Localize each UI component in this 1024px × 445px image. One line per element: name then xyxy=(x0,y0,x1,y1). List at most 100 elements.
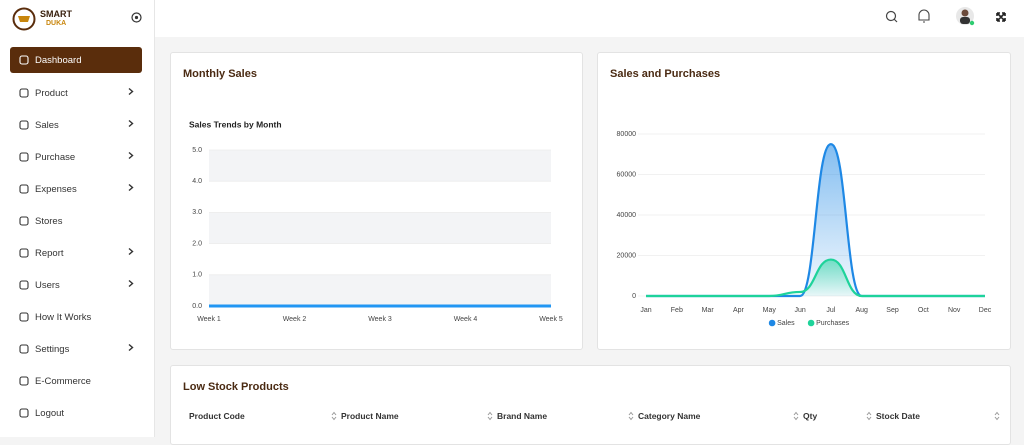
menu-icon xyxy=(19,312,29,322)
chevron xyxy=(128,343,134,355)
y-tick-label: 2.0 xyxy=(192,240,202,247)
menu-icon xyxy=(19,248,29,258)
x-tick-label: Mar xyxy=(702,307,715,314)
brand-name: SMART DUKA xyxy=(40,10,72,28)
menu-icon xyxy=(19,408,29,418)
column-label: Stock Date xyxy=(876,411,920,421)
x-tick-label: Week 3 xyxy=(368,316,392,323)
chevron xyxy=(128,183,134,195)
menu-item[interactable]: E-Commerce xyxy=(0,365,154,397)
brand-line: DUKA xyxy=(46,20,67,27)
menu-item[interactable]: Expenses xyxy=(0,173,154,205)
menu-icon xyxy=(19,280,29,290)
line xyxy=(646,258,985,298)
menu-label: Users xyxy=(35,279,60,291)
fullscreen-icon[interactable] xyxy=(996,12,1006,22)
sidebar: SMART DUKA Dashboard Product Sales Purchase E… xyxy=(0,0,155,437)
menu-item[interactable]: Sales xyxy=(0,109,154,141)
card-title: Sales and Purchases xyxy=(610,68,721,80)
menu-label: How It Works xyxy=(35,311,92,323)
card-title: Low Stock Products xyxy=(183,381,289,393)
brand-line: SMART xyxy=(40,9,72,19)
x-tick-label: Aug xyxy=(855,307,868,314)
column-header[interactable]: Product Name xyxy=(335,408,493,424)
column-header[interactable]: Product Code xyxy=(183,408,337,424)
table: Product Code Product Name Brand Name Catego… xyxy=(183,408,1000,424)
menu-icon xyxy=(19,376,29,386)
menu-icon xyxy=(19,344,29,354)
menu-item[interactable]: Users xyxy=(0,269,154,301)
menu-label: E-Commerce xyxy=(35,375,91,387)
column-header[interactable]: Category Name xyxy=(632,408,799,424)
avatar[interactable] xyxy=(956,7,975,26)
x-tick-label: Jun xyxy=(794,307,805,314)
card: Sales and Purchases 0 20000 40000 60000 8000… xyxy=(597,52,1011,350)
legend-label: Purchases xyxy=(816,320,850,327)
y-tick-label: 3.0 xyxy=(192,209,202,216)
menu-label: Sales xyxy=(35,119,59,131)
legend-label: Sales xyxy=(777,320,795,327)
menu: Dashboard Product Sales Purchase Expenses Sto… xyxy=(0,47,154,429)
chevron xyxy=(128,151,134,163)
chevron xyxy=(128,247,134,259)
column-header[interactable]: Stock Date xyxy=(870,408,1000,424)
card-title: Monthly Sales xyxy=(183,68,257,80)
x-tick-label: Apr xyxy=(733,307,745,314)
table-header: Product Code Product Name Brand Name Catego… xyxy=(183,408,1000,424)
grid-band xyxy=(209,150,551,182)
column-header[interactable]: Brand Name xyxy=(491,408,634,424)
menu-item[interactable]: Dashboard xyxy=(10,47,142,73)
chevron xyxy=(128,119,134,131)
menu-item[interactable]: How It Works xyxy=(0,301,154,333)
toggle-icon[interactable] xyxy=(131,12,142,23)
menu-icon xyxy=(19,120,29,130)
notification-icon[interactable] xyxy=(918,9,930,23)
column-header[interactable]: Qty xyxy=(797,408,872,424)
grid-band xyxy=(209,274,551,306)
menu-icon xyxy=(19,88,29,98)
x-tick-label: Week 2 xyxy=(283,316,307,323)
menu-item[interactable]: Purchase xyxy=(0,141,154,173)
column-label: Brand Name xyxy=(497,411,548,421)
menu-item[interactable]: Logout xyxy=(0,397,154,429)
y-tick-label: 20000 xyxy=(617,252,637,259)
chart-title: Sales Trends by Month xyxy=(189,119,282,129)
menu-label: Dashboard xyxy=(35,54,82,66)
y-tick-label: 5.0 xyxy=(192,147,202,154)
y-tick-label: 4.0 xyxy=(192,178,202,185)
header-icons xyxy=(885,7,1006,26)
y-tick-label: 40000 xyxy=(617,212,637,219)
x-tick-label: Dec xyxy=(979,307,992,314)
menu-label: Report xyxy=(35,247,64,259)
menu-item[interactable]: Product xyxy=(0,77,154,109)
menu-item[interactable]: Settings xyxy=(0,333,154,365)
x-tick-label: Week 1 xyxy=(197,316,221,323)
menu-label: Product xyxy=(35,87,68,99)
menu-item[interactable]: Stores xyxy=(0,205,154,237)
y-tick-label: 1.0 xyxy=(192,272,202,279)
menu-label: Settings xyxy=(35,343,70,355)
menu-label: Logout xyxy=(35,407,65,419)
column-label: Category Name xyxy=(638,411,701,421)
chart: 0 20000 40000 60000 80000 Jan Feb Mar Apr May Jun J… xyxy=(617,131,992,327)
x-tick-label: Sep xyxy=(886,307,899,314)
menu-label: Expenses xyxy=(35,183,77,195)
legend-marker xyxy=(807,319,815,327)
x-tick-label: May xyxy=(763,307,777,314)
chevron xyxy=(128,87,134,99)
search-icon[interactable] xyxy=(885,10,898,23)
column-label: Product Code xyxy=(189,411,245,421)
grid-band xyxy=(209,212,551,244)
header xyxy=(155,0,1024,37)
x-tick-label: Jul xyxy=(826,307,835,314)
menu-item[interactable]: Report xyxy=(0,237,154,269)
x-tick-label: Week 4 xyxy=(454,316,478,323)
y-tick-label: 80000 xyxy=(617,131,637,138)
brand[interactable]: SMART DUKA xyxy=(12,6,72,32)
menu-icon xyxy=(19,152,29,162)
chart: Sales Trends by Month 0.0 1.0 2.0 3.0 4.0 5.0 W… xyxy=(189,119,563,323)
y-tick-label: 0 xyxy=(632,293,636,300)
column-label: Product Name xyxy=(341,411,399,421)
logo xyxy=(12,7,36,31)
table-card: Low Stock Products Product Code Product N… xyxy=(170,365,1011,445)
